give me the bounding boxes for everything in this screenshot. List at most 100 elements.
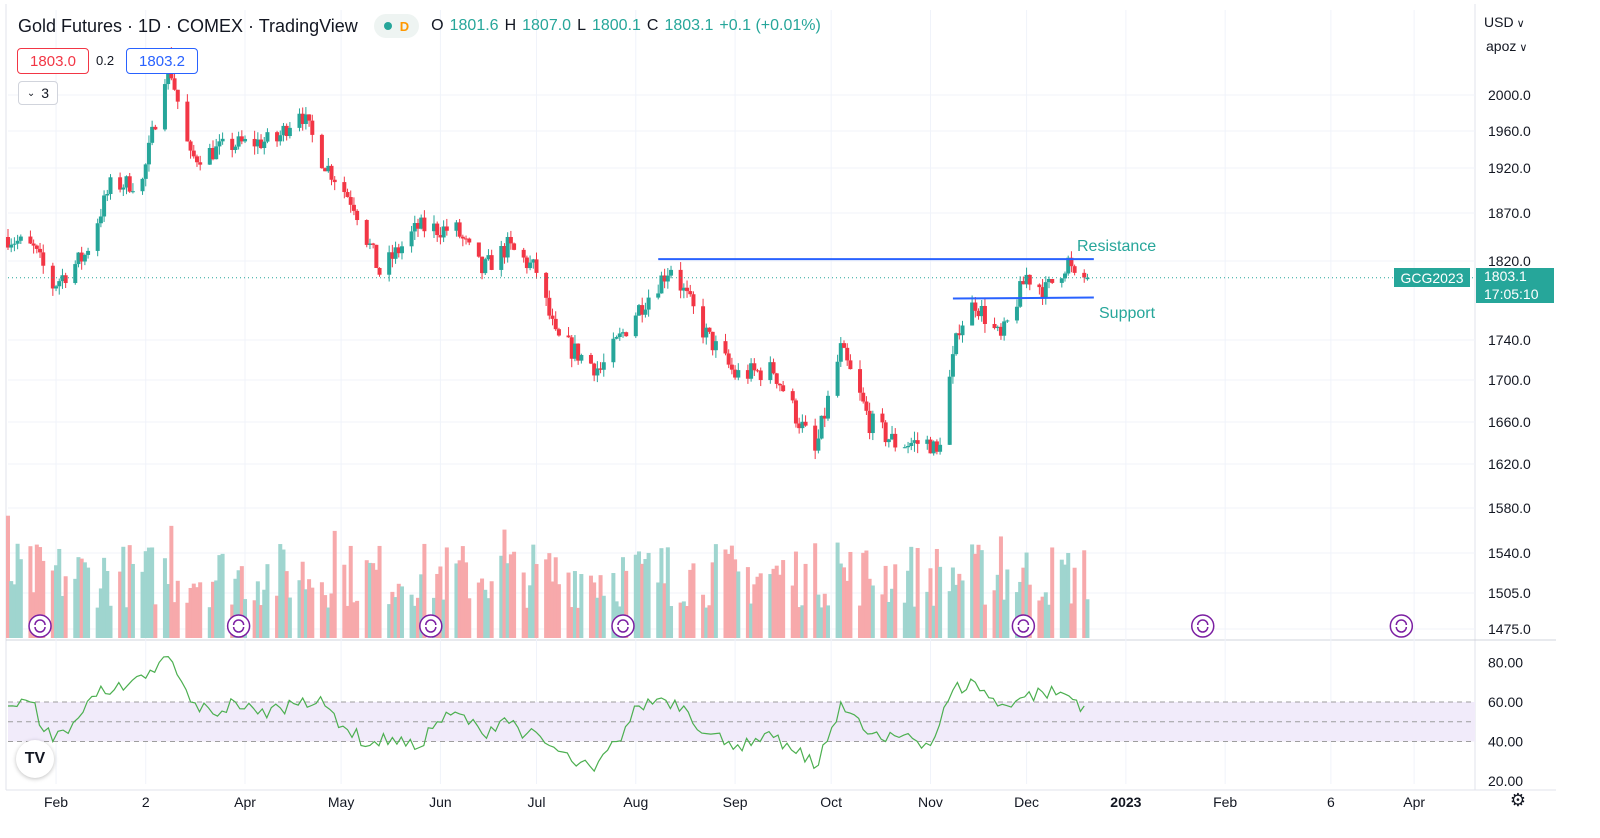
volume-bar [1050, 547, 1055, 638]
volume-bar [528, 585, 533, 638]
gear-icon[interactable]: ⚙ [1509, 789, 1527, 810]
volume-bar [499, 555, 504, 638]
volume-bar [175, 580, 180, 638]
candle-body [377, 267, 382, 275]
rsi-line [7, 655, 1085, 773]
candle-body [499, 246, 504, 270]
candle-body [579, 354, 584, 361]
volume-bar [1059, 559, 1064, 638]
candle-body [531, 259, 536, 263]
volume-bar [816, 594, 821, 638]
volume-bar [938, 566, 943, 638]
volume-bar [793, 551, 798, 638]
volume-bar [819, 607, 824, 638]
candle-body [323, 168, 328, 172]
volume-bar [278, 544, 283, 638]
volume-bar [998, 536, 1003, 638]
volume-bar [166, 584, 171, 638]
ohlc-open-key: O [431, 17, 444, 34]
candle-body [867, 410, 872, 434]
candle-body [588, 354, 593, 364]
tradingview-logo[interactable]: TV [16, 740, 54, 778]
volume-bar [752, 584, 757, 638]
volume-bar [646, 552, 651, 638]
volume-bar [566, 572, 571, 638]
candle-body [127, 176, 132, 192]
candle-body [710, 331, 715, 351]
chevron-down-icon: ⌄ [26, 87, 36, 99]
volume-bar [57, 548, 62, 638]
candle-body [172, 78, 177, 90]
candle-body [419, 217, 424, 229]
candle-body [326, 165, 331, 172]
volume-bar [310, 587, 315, 638]
candle-body [906, 446, 911, 448]
candle-body [82, 254, 87, 262]
candle-body [1050, 278, 1055, 283]
volume-bar [1046, 604, 1051, 638]
volume-bar [685, 606, 690, 638]
resistance-label[interactable]: Resistance [1077, 238, 1157, 255]
volume-bar [861, 552, 866, 638]
candle-body [858, 369, 863, 393]
candle-body [432, 223, 437, 232]
candle-body [572, 343, 577, 359]
volume-bar [669, 606, 674, 638]
time-tick-label: Jul [528, 794, 546, 810]
time-tick-label: Aug [623, 794, 648, 810]
time-tick-label: Apr [1403, 794, 1425, 810]
volume-bar [781, 560, 786, 638]
volume-bar [332, 530, 337, 638]
volume-bar [98, 588, 103, 638]
volume-bar [118, 571, 123, 638]
candle-body [781, 385, 786, 392]
chevron-down-icon: ∨ [1513, 18, 1525, 30]
candle-body [143, 164, 148, 179]
volume-bar [146, 547, 151, 638]
volume-bar [140, 571, 145, 638]
candle-body [838, 343, 843, 362]
candle-body [57, 281, 62, 287]
time-tick-label: Dec [1014, 794, 1039, 810]
unit-select[interactable]: apoz ∨ [1486, 38, 1560, 54]
ohlc-close-value: 1803.1 [664, 17, 714, 34]
sell-price-button[interactable]: 1803.0 [17, 48, 89, 74]
candle-body [893, 433, 898, 448]
indicators-toggle-button[interactable]: ⌄ 3 [18, 81, 58, 105]
candle-body [576, 343, 581, 361]
candle-body [566, 335, 571, 338]
currency-select[interactable]: USD ∨ [1484, 14, 1560, 30]
candle-body [733, 369, 738, 378]
volume-bar [287, 597, 292, 638]
volume-bar [143, 551, 148, 638]
volume-bar [172, 602, 177, 638]
candle-body [825, 395, 830, 419]
chevron-down-icon: ∨ [1516, 42, 1528, 54]
volume-bar [979, 550, 984, 638]
candle-body [950, 354, 955, 377]
candle-body [569, 337, 574, 359]
volume-bar [550, 581, 555, 638]
event-marker-icon [28, 614, 52, 638]
candle-body [374, 244, 379, 268]
volume-bar [947, 591, 952, 638]
volume-bar [124, 607, 129, 638]
candle-body [928, 439, 933, 454]
candle-body [934, 441, 939, 452]
candle-body [220, 138, 225, 142]
volume-bar [457, 560, 462, 638]
volume-bar [928, 568, 933, 638]
candle-body [790, 391, 795, 401]
candle-body [15, 240, 20, 244]
rsi-tick-label: 60.00 [1488, 694, 1523, 710]
volume-bar [992, 590, 997, 638]
market-status-pill[interactable]: D [373, 14, 420, 38]
candle-body [486, 255, 491, 260]
support-label[interactable]: Support [1099, 305, 1156, 322]
volume-bar [377, 545, 382, 638]
candle-body [287, 127, 292, 137]
buy-price-button[interactable]: 1803.2 [126, 48, 198, 74]
volume-bar [303, 589, 308, 638]
candle-body [713, 341, 718, 351]
